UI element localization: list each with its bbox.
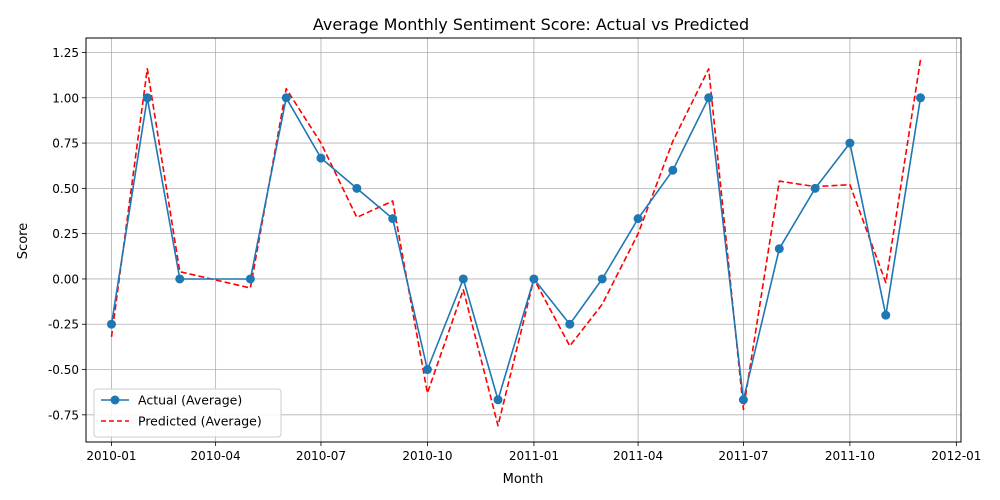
actual-data-point [245,274,255,284]
actual-data-point [774,244,784,254]
y-tick-label: 0.50 [52,182,79,196]
actual-data-point [388,214,398,224]
y-tick-label: 0.00 [52,272,79,286]
x-tick-label: 2010-10 [402,449,452,463]
y-tick-label: 1.25 [52,46,79,60]
legend-box [93,388,282,438]
legend: Actual (Average) Predicted (Average) [93,388,282,438]
y-tick-label: -0.25 [48,318,79,332]
chart-title: Average Monthly Sentiment Score: Actual … [313,15,749,34]
actual-data-point [597,274,607,284]
x-axis-label: Month [503,472,544,487]
x-tick-label: 2011-01 [509,449,559,463]
actual-data-point [668,165,678,175]
x-tick-label: 2010-01 [86,449,136,463]
actual-data-point [565,319,575,329]
y-tick-label: 1.00 [52,91,79,105]
actual-data-point [529,274,539,284]
y-axis-label: Score [16,223,31,259]
actual-data-point [352,183,362,193]
series-layer [106,59,925,427]
actual-data-point [915,93,925,103]
legend-predicted-label: Predicted (Average) [138,414,262,429]
actual-data-point [316,153,326,163]
actual-data-point [106,319,116,329]
y-tick-label: 0.75 [52,137,79,151]
grid [86,38,961,442]
actual-data-point [142,93,152,103]
actual-data-point [845,138,855,148]
x-tick-label: 2011-10 [825,449,875,463]
legend-actual-label: Actual (Average) [138,393,242,408]
actual-data-point [810,183,820,193]
actual-data-point [704,93,714,103]
actual-data-point [422,365,432,375]
ticks: 2010-01 2010-04 2010-07 2010-10 2011-01 2011-… [48,46,982,463]
actual-data-point [738,395,748,405]
y-tick-label: -0.50 [48,363,79,377]
actual-data-point [281,93,291,103]
x-tick-label: 2011-04 [613,449,663,463]
actual-data-point [175,274,185,284]
actual-data-point [633,214,643,224]
y-tick-label: -0.75 [48,408,79,422]
y-tick-label: 0.25 [52,227,79,241]
plot-frame [85,37,962,443]
x-tick-label: 2011-07 [718,449,768,463]
actual-data-point [881,310,891,320]
x-tick-label: 2010-07 [296,449,346,463]
actual-data-point [458,274,468,284]
x-tick-label: 2012-01 [931,449,981,463]
x-tick-label: 2010-04 [191,449,241,463]
legend-actual-marker [110,395,120,405]
actual-data-point [493,395,503,405]
